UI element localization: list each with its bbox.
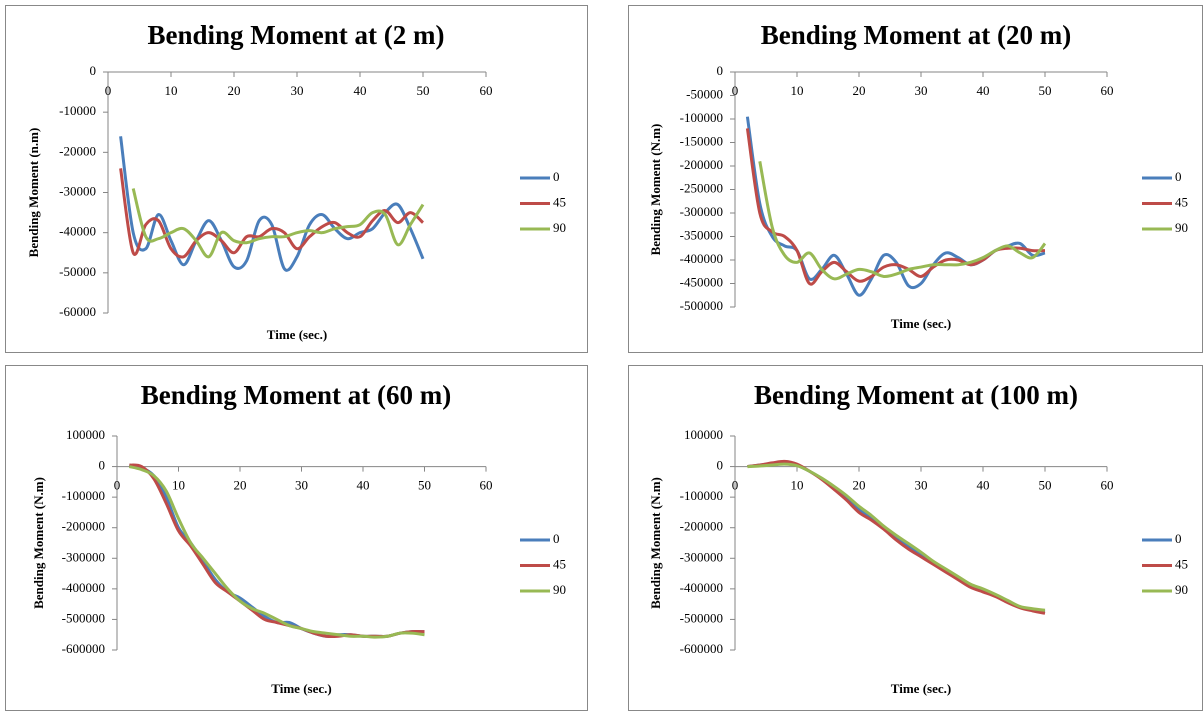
y-tick-label: -150000 (680, 133, 723, 148)
y-axis-title: Bending Moment (n.m) (26, 128, 41, 258)
y-tick-label: -60000 (59, 304, 96, 319)
x-tick-label: 20 (234, 478, 247, 493)
x-tick-label: 10 (165, 83, 178, 98)
x-tick-label: 30 (291, 83, 304, 98)
legend-label: 45 (1175, 194, 1188, 209)
legend-label: 0 (553, 169, 560, 184)
y-tick-label: -400000 (680, 580, 723, 595)
y-tick-label: -100000 (680, 110, 723, 125)
x-tick-label: 60 (480, 478, 493, 493)
x-axis-title: Time (sec.) (271, 681, 331, 696)
y-tick-label: -200000 (62, 519, 105, 534)
chart-frame (628, 5, 1203, 353)
x-tick-label: 40 (357, 478, 370, 493)
x-axis-title: Time (sec.) (267, 327, 327, 342)
x-tick-label: 40 (977, 478, 990, 493)
y-tick-label: -10000 (59, 103, 96, 118)
legend-label: 45 (553, 194, 566, 209)
x-tick-label: 20 (853, 478, 866, 493)
y-axis-title: Bending Moment (N.m) (648, 124, 663, 256)
legend-label: 0 (1175, 169, 1182, 184)
y-tick-label: -500000 (680, 610, 723, 625)
x-tick-label: 40 (977, 83, 990, 98)
y-tick-label: -40000 (59, 224, 96, 239)
y-tick-label: 0 (99, 458, 106, 473)
x-tick-label: 60 (1101, 83, 1114, 98)
y-tick-label: -50000 (686, 86, 723, 101)
legend-label: 45 (553, 556, 566, 571)
x-tick-label: 40 (354, 83, 367, 98)
x-tick-label: 0 (732, 83, 739, 98)
y-tick-label: -450000 (680, 274, 723, 289)
y-tick-label: -300000 (680, 549, 723, 564)
series-line (119, 136, 425, 272)
x-tick-label: 30 (915, 478, 928, 493)
legend-label: 0 (553, 531, 560, 546)
y-tick-label: -200000 (680, 519, 723, 534)
x-tick-label: 0 (105, 83, 112, 98)
y-tick-label: -20000 (59, 143, 96, 158)
x-tick-label: 50 (1039, 478, 1052, 493)
series-line (131, 188, 425, 259)
chart-frame (628, 365, 1203, 711)
y-tick-label: -600000 (62, 641, 105, 656)
y-tick-label: -100000 (680, 488, 723, 503)
chart-frame (5, 365, 588, 711)
y-tick-label: 0 (90, 63, 97, 78)
y-tick-label: -30000 (59, 183, 96, 198)
y-tick-label: -350000 (680, 227, 723, 242)
chart-title: Bending Moment at (100 m) (754, 380, 1078, 410)
legend-label: 90 (1175, 582, 1188, 597)
series-line (128, 465, 425, 639)
legend-label: 90 (1175, 220, 1188, 235)
y-tick-label: -500000 (680, 298, 723, 313)
y-tick-label: -300000 (680, 204, 723, 219)
y-tick-label: -400000 (62, 580, 105, 595)
x-tick-label: 10 (172, 478, 185, 493)
x-tick-label: 30 (915, 83, 928, 98)
x-tick-label: 50 (418, 478, 431, 493)
legend-label: 45 (1175, 556, 1188, 571)
y-tick-label: -500000 (62, 610, 105, 625)
y-tick-label: -600000 (680, 641, 723, 656)
y-axis-title: Bending Moment (N.m) (648, 477, 663, 609)
x-tick-label: 50 (417, 83, 430, 98)
x-tick-label: 0 (114, 478, 121, 493)
chart-title: Bending Moment at (60 m) (141, 380, 451, 410)
x-tick-label: 50 (1039, 83, 1052, 98)
x-tick-label: 10 (791, 478, 804, 493)
y-tick-label: 100000 (66, 427, 105, 442)
y-tick-label: 0 (717, 63, 724, 78)
chart-frame (5, 5, 588, 353)
x-tick-label: 60 (1101, 478, 1114, 493)
y-tick-label: -250000 (680, 180, 723, 195)
y-axis-title: Bending Moment (N.m) (31, 477, 46, 609)
x-tick-label: 20 (853, 83, 866, 98)
y-tick-label: -200000 (680, 157, 723, 172)
y-tick-label: 100000 (684, 427, 723, 442)
chart-title: Bending Moment at (20 m) (761, 20, 1071, 50)
x-tick-label: 60 (480, 83, 493, 98)
x-tick-label: 30 (295, 478, 308, 493)
y-tick-label: -50000 (59, 264, 96, 279)
legend-label: 0 (1175, 531, 1182, 546)
y-tick-label: 0 (717, 458, 724, 473)
x-tick-label: 10 (791, 83, 804, 98)
series-line (758, 161, 1047, 281)
x-axis-title: Time (sec.) (891, 681, 951, 696)
x-axis-title: Time (sec.) (891, 316, 951, 331)
legend-label: 90 (553, 582, 566, 597)
legend-label: 90 (553, 220, 566, 235)
x-tick-label: 0 (732, 478, 739, 493)
series-line (119, 168, 425, 259)
chart-title: Bending Moment at (2 m) (148, 20, 445, 50)
y-tick-label: -100000 (62, 488, 105, 503)
y-tick-label: -400000 (680, 251, 723, 266)
x-tick-label: 20 (228, 83, 241, 98)
series-line (747, 462, 1046, 612)
y-tick-label: -300000 (62, 549, 105, 564)
